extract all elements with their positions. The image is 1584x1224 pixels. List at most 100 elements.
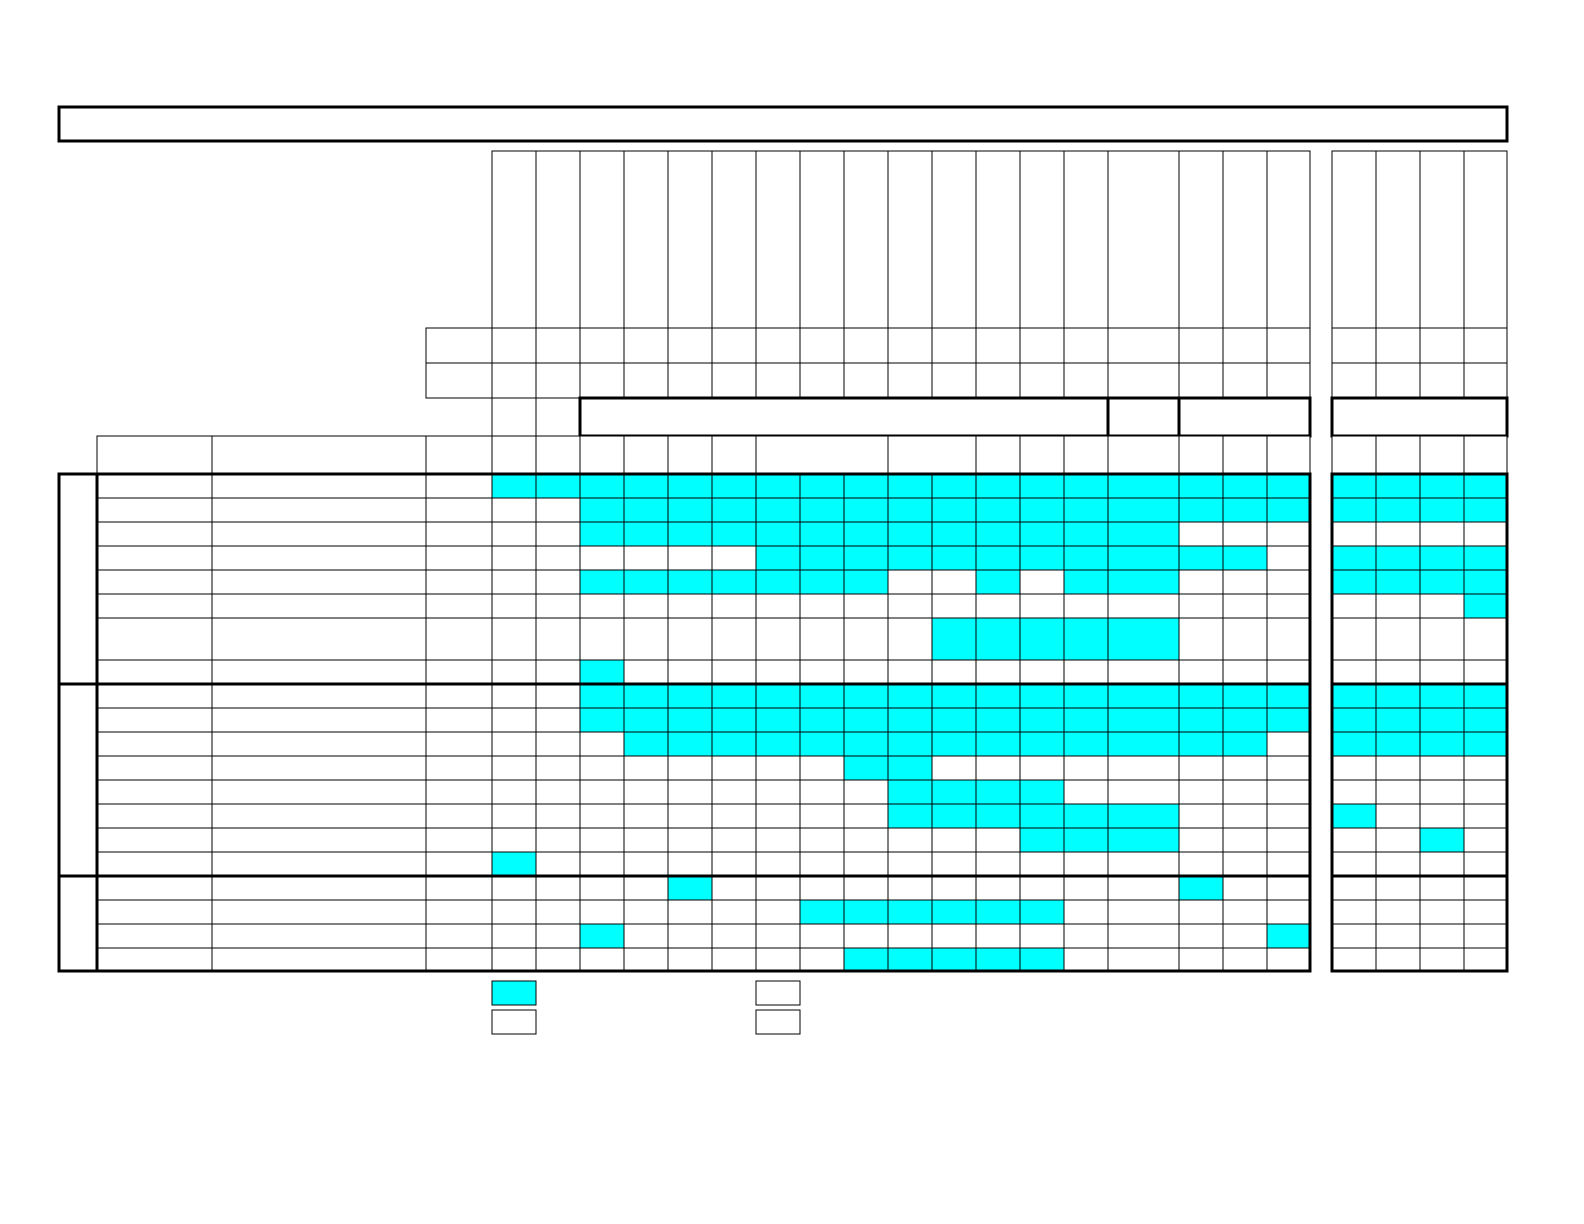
filled-cell bbox=[1222, 545, 1268, 571]
header-cell bbox=[931, 362, 977, 399]
column-header bbox=[96, 435, 213, 475]
cell bbox=[799, 851, 845, 877]
filled-cell bbox=[1019, 779, 1065, 805]
cell bbox=[579, 617, 625, 661]
cell bbox=[623, 851, 669, 877]
cell bbox=[1222, 755, 1268, 781]
filled-cell bbox=[623, 683, 669, 709]
cell bbox=[1375, 803, 1421, 829]
row-label-cell bbox=[425, 683, 493, 709]
cell bbox=[1375, 521, 1421, 547]
filled-cell bbox=[975, 899, 1021, 925]
filled-cell bbox=[1375, 497, 1421, 523]
cell bbox=[1331, 521, 1377, 547]
header-cell bbox=[887, 327, 933, 364]
row-label-cell bbox=[425, 593, 493, 619]
cell bbox=[1063, 947, 1109, 972]
cell bbox=[1222, 875, 1268, 901]
filled-cell bbox=[975, 803, 1021, 829]
header-cell bbox=[1063, 362, 1109, 399]
cell bbox=[1331, 593, 1377, 619]
header-cell bbox=[1222, 362, 1268, 399]
cell bbox=[1331, 779, 1377, 805]
header-cell bbox=[755, 150, 801, 329]
row-label-cell bbox=[425, 473, 493, 499]
cell bbox=[535, 545, 581, 571]
column-header bbox=[1019, 435, 1065, 475]
cell bbox=[1463, 755, 1508, 781]
filled-cell bbox=[1463, 545, 1508, 571]
filled-cell bbox=[1463, 569, 1508, 595]
row-label-cell bbox=[96, 851, 213, 877]
filled-cell bbox=[1266, 497, 1311, 523]
filled-cell bbox=[1222, 473, 1268, 499]
cell bbox=[1419, 659, 1465, 685]
filled-cell bbox=[843, 497, 889, 523]
filled-cell bbox=[1063, 569, 1109, 595]
header-cell bbox=[1178, 150, 1224, 329]
filled-cell bbox=[1019, 497, 1065, 523]
cell bbox=[491, 707, 537, 733]
cell bbox=[887, 659, 933, 685]
cell bbox=[755, 923, 801, 949]
filled-cell bbox=[667, 707, 713, 733]
cell bbox=[843, 875, 889, 901]
cell bbox=[491, 659, 537, 685]
cell bbox=[1463, 617, 1508, 661]
cell bbox=[1222, 617, 1268, 661]
cell bbox=[491, 899, 537, 925]
filled-cell bbox=[799, 569, 845, 595]
row-label-cell bbox=[211, 731, 427, 757]
cell bbox=[1266, 731, 1311, 757]
cell bbox=[755, 851, 801, 877]
cell bbox=[623, 779, 669, 805]
row-label-cell bbox=[211, 617, 427, 661]
cell bbox=[579, 803, 625, 829]
filled-cell bbox=[1222, 497, 1268, 523]
cell bbox=[711, 803, 757, 829]
group-header bbox=[1177, 396, 1312, 438]
header-cell bbox=[843, 327, 889, 364]
cell bbox=[1178, 851, 1224, 877]
cell bbox=[1419, 779, 1465, 805]
cell bbox=[931, 851, 977, 877]
filled-cell bbox=[623, 473, 669, 499]
cell bbox=[1419, 755, 1465, 781]
header-cell bbox=[1375, 150, 1421, 329]
header-cell bbox=[1463, 150, 1508, 329]
cell bbox=[1375, 899, 1421, 925]
cell bbox=[799, 875, 845, 901]
row-label-cell bbox=[96, 569, 213, 595]
header-cell bbox=[579, 150, 625, 329]
filled-cell bbox=[667, 521, 713, 547]
column-header bbox=[667, 435, 713, 475]
cell bbox=[799, 947, 845, 972]
row-label-cell bbox=[425, 659, 493, 685]
filled-cell bbox=[1063, 617, 1109, 661]
cell bbox=[491, 593, 537, 619]
filled-cell bbox=[1107, 683, 1180, 709]
cell bbox=[1266, 779, 1311, 805]
cell bbox=[667, 755, 713, 781]
filled-cell bbox=[931, 947, 977, 972]
filled-cell bbox=[975, 683, 1021, 709]
column-header bbox=[1266, 435, 1311, 475]
filled-cell bbox=[1107, 497, 1180, 523]
cell bbox=[1375, 851, 1421, 877]
cell bbox=[1222, 659, 1268, 685]
header-cell bbox=[1019, 150, 1065, 329]
row-label-cell bbox=[96, 827, 213, 853]
group-outline bbox=[57, 874, 1312, 973]
cell bbox=[711, 779, 757, 805]
row-label-cell bbox=[425, 755, 493, 781]
cell bbox=[1266, 593, 1311, 619]
cell bbox=[623, 827, 669, 853]
cell bbox=[755, 593, 801, 619]
column-header bbox=[1463, 435, 1508, 475]
header-cell bbox=[1331, 362, 1377, 399]
row-label-cell bbox=[425, 497, 493, 523]
column-header bbox=[711, 435, 757, 475]
filled-cell bbox=[711, 569, 757, 595]
filled-cell bbox=[1419, 569, 1465, 595]
